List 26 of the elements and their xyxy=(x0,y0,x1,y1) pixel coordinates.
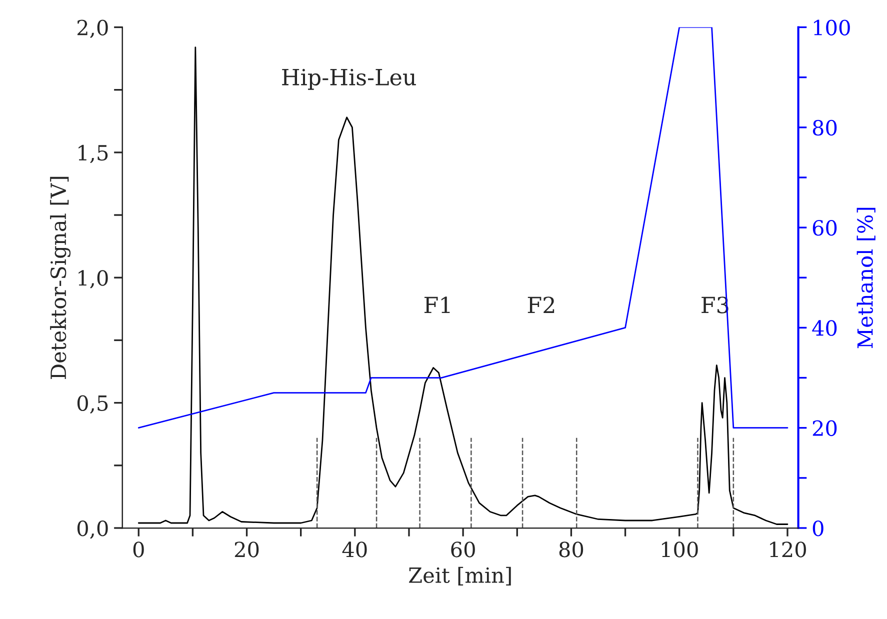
y-tick-label: 0,0 xyxy=(77,520,108,539)
x-tick-label: 40 xyxy=(342,542,367,558)
x-tick-label: 100 xyxy=(662,542,698,558)
y2-tick-label: 100 xyxy=(814,20,850,36)
x-tick-label: 120 xyxy=(770,542,806,558)
annotation: F2 xyxy=(528,296,554,314)
x-tick-label: 80 xyxy=(559,542,584,558)
x-tick-label: 0 xyxy=(133,542,144,558)
line-series xyxy=(138,27,788,429)
annotation: Hip-His-Leu xyxy=(282,68,416,90)
y2-tick-label: 80 xyxy=(812,120,837,136)
y2-tick-label: 20 xyxy=(812,420,837,436)
y2-tick-label: 40 xyxy=(812,320,837,336)
x-axis-title: Zeit [min] xyxy=(409,566,511,586)
y-axis-title: Detektor-Signal [V] xyxy=(50,176,71,379)
line-series xyxy=(138,46,788,525)
y2-axis-title: Methanol [%] xyxy=(856,208,876,348)
y2-tick-label: 60 xyxy=(812,220,837,236)
x-tick-label: 20 xyxy=(234,542,259,558)
x-tick-label: 60 xyxy=(451,542,475,558)
y-tick-label: 2,0 xyxy=(77,20,108,38)
y2-tick-label: 0 xyxy=(812,520,824,536)
y-tick-label: 1,5 xyxy=(78,144,108,164)
annotation: F1 xyxy=(424,296,450,314)
y-tick-label: 0,5 xyxy=(77,395,108,414)
y-tick-label: 1,0 xyxy=(78,270,108,288)
